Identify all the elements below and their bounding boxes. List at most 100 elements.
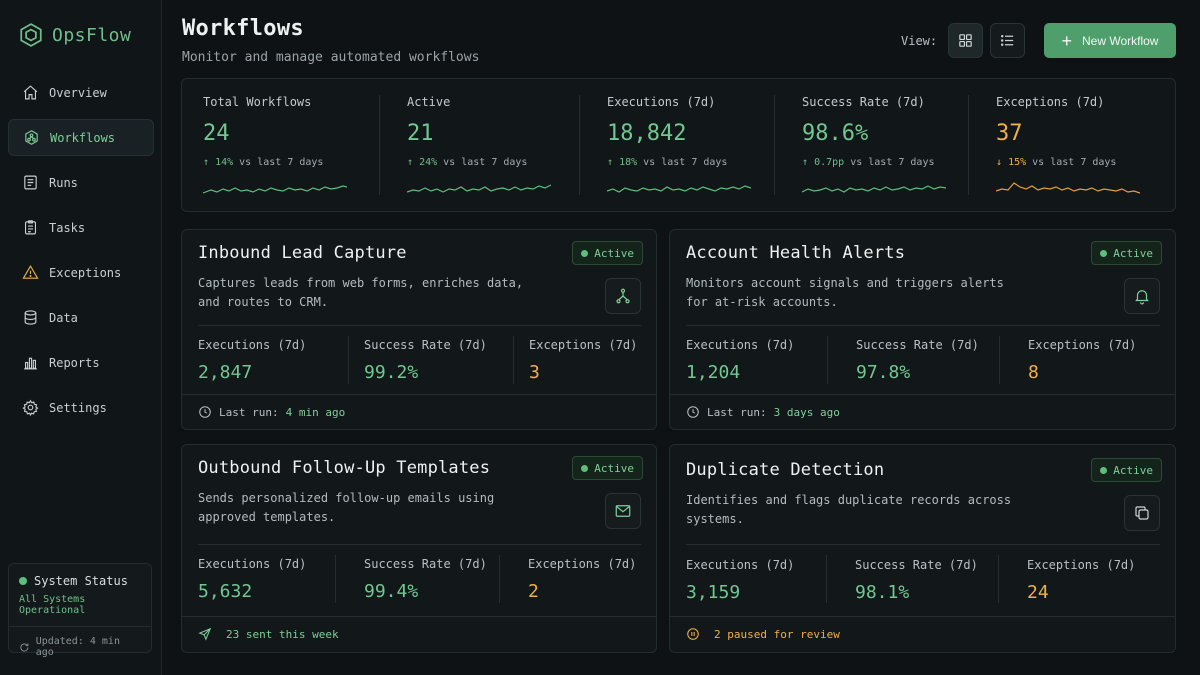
copy-icon bbox=[1135, 506, 1149, 520]
divider bbox=[999, 336, 1000, 384]
workflow-card[interactable]: Duplicate Detection Active Identifies an… bbox=[669, 444, 1176, 653]
bar-chart-icon bbox=[24, 357, 37, 370]
card-footer: 23 sent this week bbox=[198, 627, 339, 641]
new-workflow-button[interactable]: + New Workflow bbox=[1044, 23, 1176, 58]
sidebar-item-settings[interactable]: Settings bbox=[8, 389, 154, 426]
divider bbox=[686, 325, 1160, 326]
workflow-title: Duplicate Detection bbox=[686, 460, 885, 480]
database-icon bbox=[24, 310, 37, 325]
sidebar-nav: Overview Workflows Runs Tasks Exceptions… bbox=[8, 74, 154, 434]
stat-label: Exceptions (7d) bbox=[996, 95, 1105, 109]
brand[interactable]: OpsFlow bbox=[18, 22, 131, 48]
status-badge: Active bbox=[1091, 241, 1162, 265]
divider bbox=[198, 325, 641, 326]
sidebar-item-tasks[interactable]: Tasks bbox=[8, 209, 154, 246]
metric-executions: Executions (7d) 1,204 bbox=[686, 338, 795, 383]
metric-success-rate: Success Rate (7d) 97.8% bbox=[856, 338, 979, 383]
workflow-description: Sends personalized follow-up emails usin… bbox=[198, 491, 495, 524]
refresh-icon bbox=[20, 642, 29, 651]
metric-exceptions: Exceptions (7d) 2 bbox=[528, 557, 637, 602]
metric-exceptions: Exceptions (7d) 24 bbox=[1027, 558, 1136, 603]
workflow-card[interactable]: Outbound Follow-Up Templates Active Send… bbox=[181, 444, 657, 653]
metric-executions: Executions (7d) 3,159 bbox=[686, 558, 795, 603]
divider bbox=[182, 616, 656, 617]
divider bbox=[826, 555, 827, 603]
divider bbox=[670, 616, 1175, 617]
workflow-description: Monitors account signals and triggers al… bbox=[686, 276, 1004, 309]
workflow-description: Identifies and flags duplicate records a… bbox=[686, 493, 1012, 526]
home-icon bbox=[23, 85, 38, 100]
divider bbox=[335, 555, 336, 603]
sparkline bbox=[607, 185, 751, 193]
new-workflow-label: New Workflow bbox=[1082, 33, 1159, 48]
branch-icon bbox=[616, 288, 630, 304]
sidebar-item-label: Settings bbox=[49, 400, 107, 415]
stat-delta: ↑ 0.7pp vs last 7 days bbox=[802, 157, 935, 168]
sparkline bbox=[996, 182, 1140, 194]
sidebar-item-exceptions[interactable]: Exceptions bbox=[8, 254, 154, 291]
stat-delta: ↑ 18% vs last 7 days bbox=[607, 157, 728, 168]
divider bbox=[670, 394, 1175, 395]
status-badge: Active bbox=[572, 241, 643, 265]
card-footer: Last run: 3 days ago bbox=[686, 405, 840, 419]
stat-label: Success Rate (7d) bbox=[802, 95, 925, 109]
workflow-card[interactable]: Inbound Lead Capture Active Captures lea… bbox=[181, 229, 657, 430]
divider bbox=[513, 336, 514, 384]
card-footer: Last run: 4 min ago bbox=[198, 405, 345, 419]
status-dot bbox=[581, 464, 589, 472]
stat-label: Executions (7d) bbox=[607, 95, 716, 109]
divider bbox=[9, 626, 151, 627]
status-dot bbox=[581, 249, 589, 257]
metric-executions: Executions (7d) 2,847 bbox=[198, 338, 307, 383]
divider bbox=[579, 95, 580, 195]
stat-value: 24 bbox=[203, 121, 230, 146]
metric-success-rate: Success Rate (7d) 98.1% bbox=[855, 558, 978, 603]
list-view-button[interactable] bbox=[990, 23, 1025, 58]
page-title: Workflows bbox=[182, 16, 304, 41]
sidebar-item-label: Workflows bbox=[50, 130, 116, 145]
page-subtitle: Monitor and manage automated workflows bbox=[182, 50, 480, 65]
runs-icon bbox=[24, 175, 37, 190]
grid-view-button[interactable] bbox=[948, 23, 983, 58]
sidebar-item-overview[interactable]: Overview bbox=[8, 74, 154, 111]
stat-label: Active bbox=[407, 95, 451, 109]
stat-delta: ↑ 24% vs last 7 days bbox=[407, 157, 528, 168]
sidebar-item-label: Reports bbox=[49, 355, 100, 370]
divider bbox=[182, 394, 656, 395]
divider bbox=[827, 336, 828, 384]
metric-success-rate: Success Rate (7d) 99.4% bbox=[364, 557, 487, 602]
workflow-icon-tile bbox=[605, 278, 641, 314]
divider bbox=[379, 95, 380, 195]
divider bbox=[998, 555, 999, 603]
clock-icon bbox=[199, 406, 211, 418]
divider bbox=[198, 544, 641, 545]
system-status-title: System Status bbox=[34, 574, 128, 588]
sidebar-item-reports[interactable]: Reports bbox=[8, 344, 154, 381]
workflow-title: Inbound Lead Capture bbox=[198, 243, 407, 263]
stat-delta: ↑ 14% vs last 7 days bbox=[203, 157, 324, 168]
send-icon bbox=[198, 627, 212, 641]
divider bbox=[774, 95, 775, 195]
sidebar-item-runs[interactable]: Runs bbox=[8, 164, 154, 201]
warning-icon bbox=[22, 265, 39, 279]
divider bbox=[499, 555, 500, 603]
workflow-card[interactable]: Account Health Alerts Active Monitors ac… bbox=[669, 229, 1176, 430]
workflow-icon bbox=[25, 130, 38, 145]
sidebar-item-workflows[interactable]: Workflows bbox=[8, 119, 154, 156]
status-dot bbox=[1100, 466, 1108, 474]
brand-name: OpsFlow bbox=[52, 24, 132, 46]
clock-icon bbox=[687, 406, 699, 418]
sidebar-item-data[interactable]: Data bbox=[8, 299, 154, 336]
mail-icon bbox=[615, 505, 631, 517]
stat-value: 18,842 bbox=[607, 121, 687, 146]
stat-delta: ↓ 15% vs last 7 days bbox=[996, 157, 1117, 168]
logo-icon bbox=[20, 23, 42, 47]
gear-icon bbox=[22, 399, 39, 416]
stat-value: 37 bbox=[996, 121, 1023, 146]
plus-icon: + bbox=[1061, 30, 1073, 51]
workflow-icon-tile bbox=[605, 493, 641, 529]
sidebar-item-label: Overview bbox=[49, 85, 107, 100]
bell-icon bbox=[1135, 290, 1149, 305]
workflow-title: Outbound Follow-Up Templates bbox=[198, 458, 491, 478]
metric-success-rate: Success Rate (7d) 99.2% bbox=[364, 338, 487, 383]
